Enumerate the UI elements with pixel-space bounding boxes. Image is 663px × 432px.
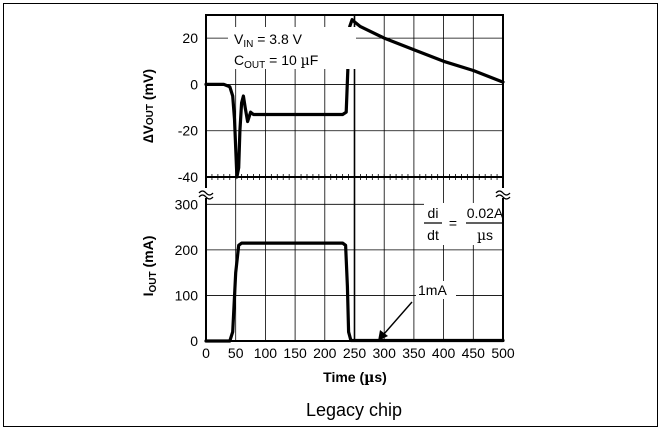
axis-break-marks (198, 188, 511, 200)
tick-labels: 0 50 100 150 200 250 300 350 400 450 500-40-200200… (175, 30, 515, 361)
bottom-series-line (204, 241, 505, 343)
x-tick-label: 0 (202, 345, 210, 361)
chart-marks (204, 18, 505, 343)
x-tick-label: 400 (432, 345, 456, 361)
top-series-line (204, 18, 505, 179)
annotation-box-top: VIN = 3.8 V COUT = 10 µF (228, 27, 356, 71)
y-tick-label: 100 (175, 287, 199, 303)
y-tick-label: 0 (190, 333, 198, 349)
rate-denominator: µs (477, 227, 493, 244)
x-tick-label: 500 (491, 345, 515, 361)
x-tick-label: 100 (254, 345, 278, 361)
xlabel: Time (µs) (323, 369, 387, 386)
one-ma-arrowhead (378, 330, 388, 341)
y-tick-label: -40 (178, 169, 198, 185)
x-tick-label: 150 (283, 345, 307, 361)
didt-numerator: di (428, 205, 439, 221)
didt-denominator: dt (427, 227, 439, 243)
caption: Legacy chip (306, 400, 402, 420)
y-tick-label: 0 (190, 76, 198, 92)
one-ma-annotation: 1mA (378, 281, 456, 341)
y-tick-label: -20 (178, 123, 198, 139)
didt-annotation: di dt = 0.02A µs (424, 203, 504, 245)
cout-annotation: COUT = 10 µF (234, 52, 318, 71)
x-tick-label: 300 (373, 345, 397, 361)
x-tick-label: 50 (228, 345, 244, 361)
figure-frame (3, 3, 658, 427)
rate-numerator: 0.02A (467, 205, 504, 221)
bottom-ylabel: IOUT (mA) (140, 236, 159, 297)
one-ma-arrow (383, 301, 413, 335)
vin-annotation: VIN = 3.8 V (234, 31, 303, 50)
top-ylabel: ∆VOUT (mV) (140, 69, 156, 143)
y-tick-label: 300 (175, 196, 199, 212)
x-tick-label: 450 (462, 345, 486, 361)
one-ma-label: 1mA (418, 282, 447, 298)
x-tick-label: 200 (313, 345, 337, 361)
y-tick-label: 200 (175, 242, 199, 258)
didt-equals: = (449, 215, 457, 231)
x-tick-label: 250 (343, 345, 367, 361)
x-tick-label: 350 (402, 345, 426, 361)
y-tick-label: 20 (182, 30, 198, 46)
